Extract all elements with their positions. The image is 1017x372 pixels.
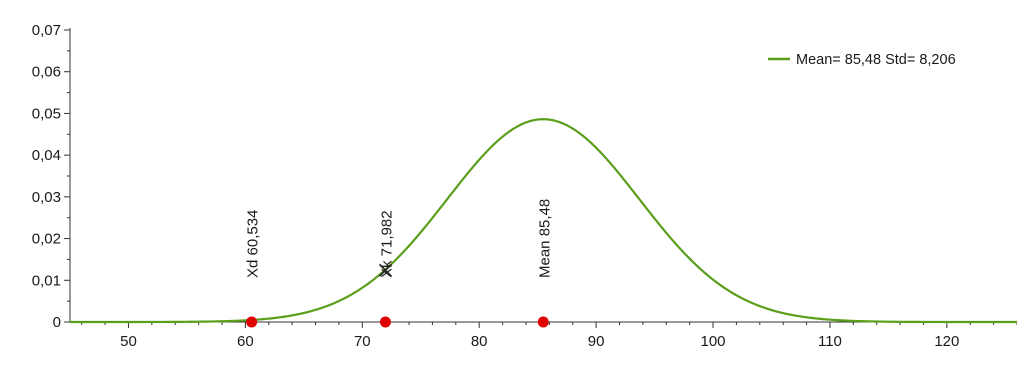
point-marker: [537, 316, 549, 328]
y-tick-label: 0: [53, 314, 61, 331]
legend: Mean= 85,48 Std= 8,206: [768, 52, 956, 68]
legend-label: Mean= 85,48 Std= 8,206: [796, 52, 956, 68]
point-label: Xk 71,982: [378, 210, 395, 278]
y-tick-label: 0,03: [32, 189, 61, 206]
point-marker: [379, 316, 391, 328]
x-tick-label: 70: [354, 333, 371, 350]
curve-layer: [70, 118, 1017, 324]
point-label: Xd 60,534: [245, 210, 262, 278]
x-tick-label: 50: [120, 333, 137, 350]
y-tick-label: 0,05: [32, 105, 61, 122]
y-tick-label: 0,02: [32, 231, 61, 248]
annotations: Xd 60,534 Xk 71,982 Mean 85,48: [245, 199, 553, 328]
distribution-curve: [70, 118, 1017, 324]
x-tick-label: 120: [934, 333, 959, 350]
y-tick-label: 0,06: [32, 64, 61, 81]
point-marker: [246, 316, 258, 328]
y-tick-label: 0,01: [32, 272, 61, 289]
x-tick-label: 80: [471, 333, 488, 350]
axes: 0 0,01 0,02 0,03 0,04 0,05 0,06 0,07 50 60 70 80 90 1…: [32, 22, 1017, 350]
x-tick-label: 110: [818, 333, 842, 350]
x-tick-label: 90: [588, 333, 605, 350]
x-mark-icon: [378, 263, 393, 277]
point-label: Mean 85,48: [536, 199, 553, 278]
x-mark-stroke: [378, 263, 393, 277]
y-tick-label: 0,04: [32, 147, 61, 164]
y-tick-label: 0,07: [32, 22, 61, 39]
x-tick-label: 100: [701, 333, 726, 350]
x-tick-label: 60: [237, 333, 254, 350]
